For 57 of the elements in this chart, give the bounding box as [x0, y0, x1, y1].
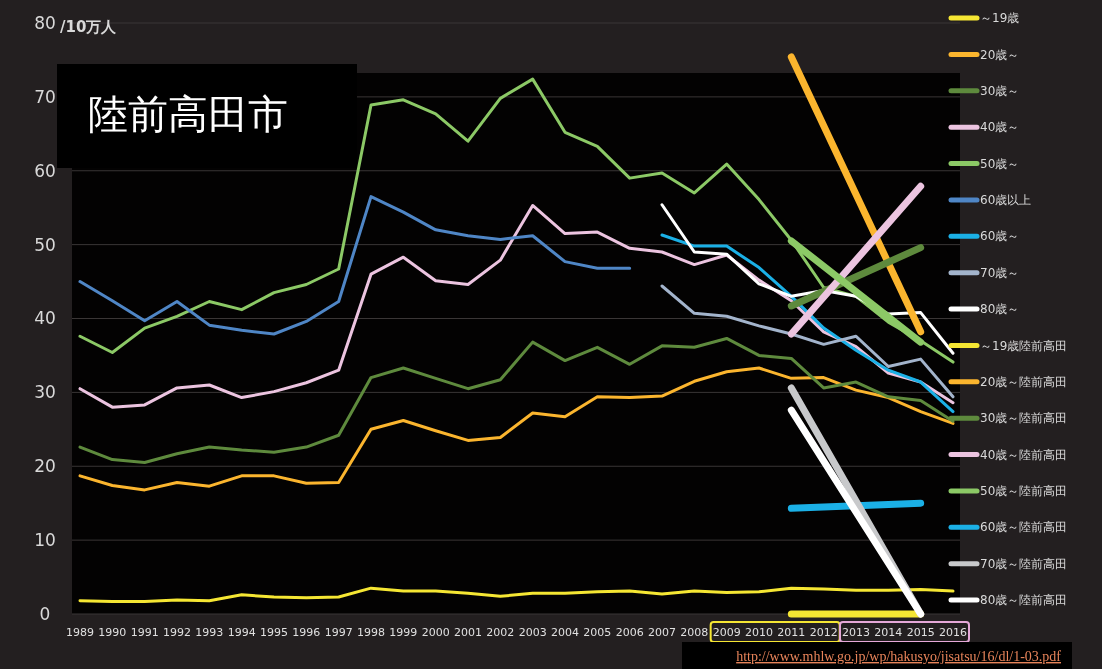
text: http://www.mhlw.go.jp/wp/hakusyo/jisatsu/16/dl/1-03.pdf — [736, 649, 1062, 664]
y-tick-label: 80 — [34, 12, 56, 33]
x-tick-label: 1991 — [130, 626, 159, 639]
legend-label: 80歳～陸前高田 — [980, 593, 1068, 608]
x-tick-label: 1989 — [66, 626, 94, 639]
x-tick-label: 1998 — [357, 626, 385, 639]
legend-label: 60歳～陸前高田 — [980, 520, 1068, 535]
x-tick-label: 2005 — [583, 626, 612, 639]
y-tick-label: 50 — [34, 234, 56, 255]
x-tick-label: 2007 — [648, 626, 676, 639]
x-tick-label: 2008 — [680, 626, 709, 639]
y-tick-label: 0 — [39, 603, 51, 624]
x-tick-label: 1993 — [195, 626, 224, 639]
legend-label: 60歳以上 — [980, 193, 1032, 208]
x-tick-label: 2001 — [454, 626, 482, 639]
x-tick-label: 2004 — [551, 626, 579, 639]
legend-label: 30歳～ — [980, 83, 1020, 98]
x-tick-label: 1996 — [292, 626, 321, 639]
y-tick-label: 70 — [34, 86, 56, 107]
legend-label: 30歳～陸前高田 — [980, 411, 1068, 426]
x-tick-label: 2002 — [486, 626, 515, 639]
y-tick-label: 40 — [34, 308, 56, 329]
x-tick-label: 2014 — [874, 626, 903, 639]
x-tick-label: 2015 — [906, 626, 935, 639]
legend-label: 70歳～ — [980, 265, 1020, 280]
y-tick-label: 20 — [34, 456, 56, 477]
y-tick-label: 10 — [34, 530, 56, 551]
legend-label: 40歳～ — [980, 120, 1020, 135]
legend-label: 50歳～陸前高田 — [980, 484, 1068, 499]
x-tick-label: 1997 — [324, 626, 353, 639]
x-tick-label: 1999 — [389, 626, 418, 639]
x-tick-label: 2000 — [421, 626, 450, 639]
x-tick-label: 1994 — [227, 626, 256, 639]
legend-label: 70歳～陸前高田 — [980, 556, 1068, 571]
legend-label: ～19歳 — [980, 11, 1020, 26]
x-tick-label: 2006 — [615, 626, 644, 639]
legend-label: ～19歳陸前高田 — [980, 338, 1068, 353]
x-tick-label: 2011 — [777, 626, 806, 639]
x-tick-label: 1990 — [98, 626, 127, 639]
legend-label: 20歳～ — [980, 47, 1020, 62]
x-tick-label: 2016 — [939, 626, 967, 639]
annotation: 陸前高田市 — [88, 91, 288, 137]
x-tick-label: 2012 — [809, 626, 838, 639]
x-tick-label: 1992 — [163, 626, 191, 639]
legend-label: 40歳～陸前高田 — [980, 447, 1068, 462]
x-tick-label: 2009 — [712, 626, 741, 639]
y-axis-title: /10万人 — [60, 18, 118, 36]
x-tick-label: 2003 — [518, 626, 547, 639]
x-tick-label: 2010 — [745, 626, 773, 639]
x-tick-label: 1995 — [260, 626, 288, 639]
x-tick-label: 2013 — [842, 626, 870, 639]
legend-label: 80歳～ — [980, 302, 1020, 317]
legend-label: 50歳～ — [980, 156, 1020, 171]
y-tick-label: 30 — [34, 382, 56, 403]
y-tick-label: 60 — [34, 160, 56, 181]
legend-label: 20歳～陸前高田 — [980, 374, 1068, 389]
legend-label: 60歳～ — [980, 229, 1020, 244]
